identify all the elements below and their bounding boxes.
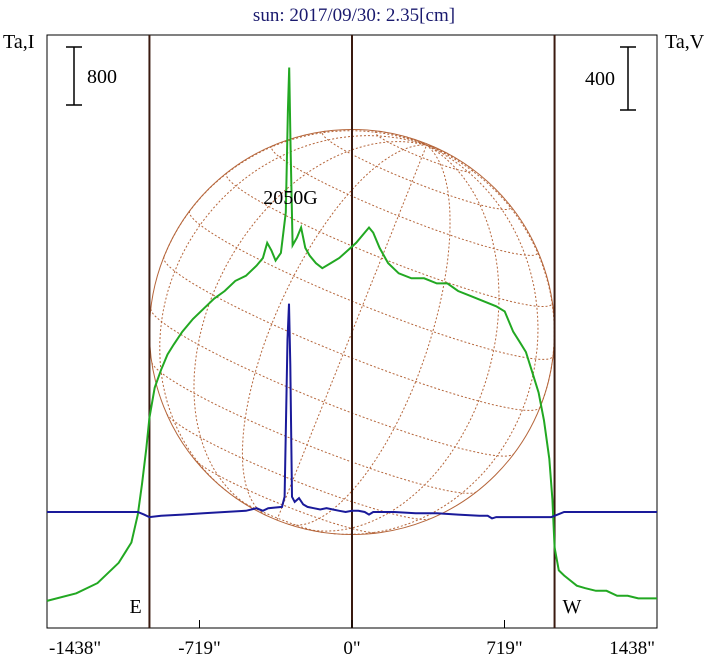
x-tick-label: 0": [343, 638, 360, 659]
x-tick-label: -719": [178, 638, 221, 659]
x-tick-label: 1438": [609, 638, 655, 659]
left-scale-bar: 800: [66, 46, 117, 106]
vertical-markers: [148, 35, 556, 628]
west-limb-label: W: [563, 596, 582, 618]
x-tick-label: -1438": [49, 638, 101, 659]
right-scale-bar-label: 400: [585, 68, 615, 90]
right-axis-label: Ta,V: [665, 31, 705, 53]
longitude-line: [288, 144, 451, 526]
peak-field-annotation: 2050G: [263, 187, 317, 209]
x-tick-label: 719": [486, 638, 522, 659]
longitude-line: [426, 144, 471, 168]
latitude-line: [150, 308, 514, 457]
latitude-line: [271, 145, 539, 256]
latitude-line: [321, 130, 512, 210]
x-axis-ticks: -1438" -719" 0" 719" 1438": [46, 620, 658, 659]
longitude-line: [426, 144, 435, 148]
longitude-line: [305, 144, 500, 532]
latitude-line: [225, 172, 553, 307]
left-axis-label: Ta,I: [3, 31, 34, 53]
polarization-series-line: [47, 303, 657, 520]
longitude-line: [426, 144, 555, 408]
longitude-line: [241, 144, 427, 516]
longitude-line: [419, 140, 427, 146]
right-scale-bar: 400: [585, 46, 636, 111]
longitude-line: [276, 145, 428, 521]
chart-title: sun: 2017/09/30: 2.35[cm]: [253, 5, 455, 26]
solar-disk-grid: [148, 128, 556, 536]
latitude-line: [151, 362, 477, 494]
east-limb-label: E: [129, 596, 141, 618]
latitude-line: [188, 211, 554, 360]
latitude-line: [195, 460, 378, 534]
left-scale-bar-label: 800: [87, 66, 117, 88]
